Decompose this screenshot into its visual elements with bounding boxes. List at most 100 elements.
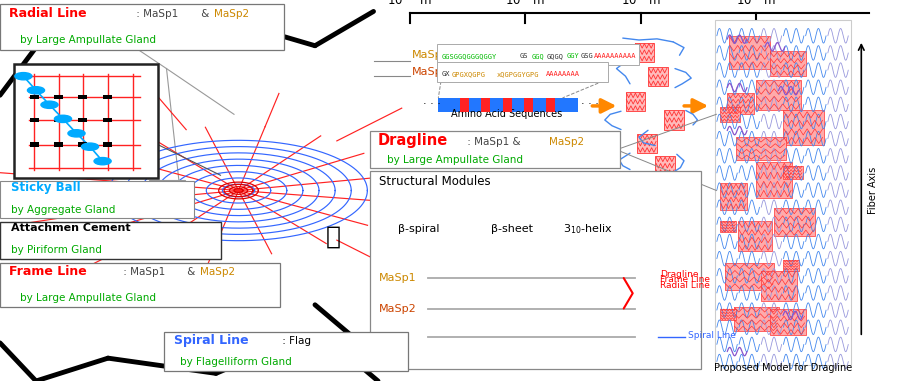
Text: Attachmen Cement: Attachmen Cement (11, 223, 130, 233)
Text: 10$^{-9}$m: 10$^{-9}$m (505, 0, 544, 9)
FancyBboxPatch shape (149, 180, 185, 195)
FancyBboxPatch shape (655, 156, 675, 175)
FancyBboxPatch shape (437, 44, 639, 65)
Text: · · ·: · · · (423, 99, 441, 109)
FancyBboxPatch shape (500, 298, 558, 315)
Text: Radial Line: Radial Line (9, 7, 86, 20)
Text: MaSp2: MaSp2 (549, 137, 584, 147)
FancyBboxPatch shape (626, 92, 645, 111)
Text: GGSGGQGGGQGGY: GGSGGQGGGQGGY (442, 53, 497, 59)
Text: Spiral Line: Spiral Line (688, 331, 736, 340)
Text: Dragline: Dragline (660, 269, 698, 279)
FancyBboxPatch shape (720, 107, 740, 122)
Circle shape (41, 101, 58, 109)
Text: Sticky Ball: Sticky Ball (11, 181, 80, 194)
Circle shape (14, 72, 32, 80)
Text: Dragline: Dragline (378, 133, 448, 148)
Text: xQGPGGYGPG: xQGPGGYGPG (497, 71, 539, 77)
FancyBboxPatch shape (503, 98, 512, 112)
FancyBboxPatch shape (545, 98, 554, 112)
Circle shape (94, 158, 112, 165)
FancyBboxPatch shape (482, 98, 490, 112)
FancyBboxPatch shape (727, 93, 754, 114)
FancyBboxPatch shape (774, 208, 814, 236)
Text: Proposed Model for Dragline: Proposed Model for Dragline (714, 363, 852, 373)
FancyBboxPatch shape (30, 118, 39, 122)
Text: Fibroin: Fibroin (636, 186, 674, 196)
FancyBboxPatch shape (460, 98, 469, 112)
Text: MaSp2: MaSp2 (379, 304, 417, 314)
Text: : MaSp1: : MaSp1 (120, 267, 165, 277)
Circle shape (28, 86, 44, 94)
Text: GX: GX (442, 71, 450, 77)
Text: GPGXQGPG: GPGXQGPG (452, 71, 486, 77)
FancyBboxPatch shape (438, 98, 578, 112)
FancyBboxPatch shape (783, 110, 824, 145)
Text: Frame Line: Frame Line (660, 275, 710, 284)
Text: Frame Line: Frame Line (9, 265, 86, 278)
FancyBboxPatch shape (715, 20, 851, 365)
FancyBboxPatch shape (0, 222, 221, 259)
Text: β-sheet: β-sheet (491, 224, 533, 234)
Text: MaSp1: MaSp1 (412, 50, 450, 60)
Text: 🕷: 🕷 (326, 224, 340, 248)
FancyBboxPatch shape (664, 110, 684, 130)
FancyBboxPatch shape (54, 95, 63, 99)
Text: Amino Acid Sequences: Amino Acid Sequences (451, 109, 562, 119)
Text: : Flag: : Flag (279, 336, 311, 346)
Text: : MaSp1: : MaSp1 (133, 9, 178, 19)
FancyBboxPatch shape (30, 142, 39, 147)
FancyBboxPatch shape (78, 142, 87, 147)
Text: Spiral Line: Spiral Line (174, 334, 248, 347)
FancyBboxPatch shape (370, 171, 701, 369)
FancyBboxPatch shape (634, 43, 654, 62)
Text: Fiber Axis: Fiber Axis (868, 167, 878, 214)
Circle shape (81, 143, 99, 150)
Text: GS: GS (519, 53, 527, 59)
Text: GSG: GSG (580, 53, 593, 59)
FancyBboxPatch shape (104, 142, 112, 147)
FancyBboxPatch shape (54, 118, 63, 122)
FancyBboxPatch shape (0, 181, 194, 218)
FancyBboxPatch shape (720, 183, 747, 210)
Text: &: & (198, 9, 212, 19)
FancyBboxPatch shape (78, 118, 87, 122)
Text: Flag: Flag (379, 332, 402, 342)
Circle shape (55, 115, 72, 123)
FancyBboxPatch shape (370, 131, 620, 168)
Text: Radial Line: Radial Line (660, 280, 709, 290)
Text: by Large Ampullate Gland: by Large Ampullate Gland (20, 293, 156, 303)
Text: 10$^{-8}$m: 10$^{-8}$m (621, 0, 661, 9)
Text: MaSp2: MaSp2 (412, 67, 450, 77)
Text: 3$_{10}$-helix: 3$_{10}$-helix (562, 223, 613, 236)
FancyBboxPatch shape (738, 221, 772, 251)
Text: 10$^{-10}$m: 10$^{-10}$m (387, 0, 432, 9)
Circle shape (68, 130, 85, 137)
Text: AAAAAAAAAA: AAAAAAAAAA (594, 53, 636, 59)
FancyBboxPatch shape (720, 221, 736, 232)
FancyBboxPatch shape (734, 307, 778, 331)
FancyBboxPatch shape (477, 200, 547, 221)
Text: : MaSp1 &: : MaSp1 & (464, 137, 521, 147)
Text: 10$^{-7}$m: 10$^{-7}$m (736, 0, 776, 9)
Text: by Large Ampullate Gland: by Large Ampullate Gland (387, 155, 523, 165)
Text: by Flagelliform Gland: by Flagelliform Gland (180, 357, 292, 367)
FancyBboxPatch shape (756, 80, 801, 110)
Text: GGQ: GGQ (532, 53, 544, 59)
FancyBboxPatch shape (14, 64, 158, 178)
Text: by Piriform Gland: by Piriform Gland (11, 245, 102, 255)
Text: MaSp2: MaSp2 (214, 9, 249, 19)
FancyBboxPatch shape (637, 134, 657, 153)
FancyBboxPatch shape (0, 263, 280, 307)
Text: β-spiral: β-spiral (398, 224, 439, 234)
FancyBboxPatch shape (648, 67, 668, 86)
FancyBboxPatch shape (756, 162, 792, 198)
Text: by Large Ampullate Gland: by Large Ampullate Gland (20, 35, 156, 45)
Text: MaSp1: MaSp1 (379, 273, 417, 283)
FancyBboxPatch shape (524, 98, 533, 112)
FancyBboxPatch shape (437, 62, 608, 82)
Text: GGY: GGY (567, 53, 580, 59)
Text: · · ·: · · · (581, 99, 599, 109)
FancyBboxPatch shape (0, 4, 284, 50)
Text: &: & (184, 267, 199, 277)
